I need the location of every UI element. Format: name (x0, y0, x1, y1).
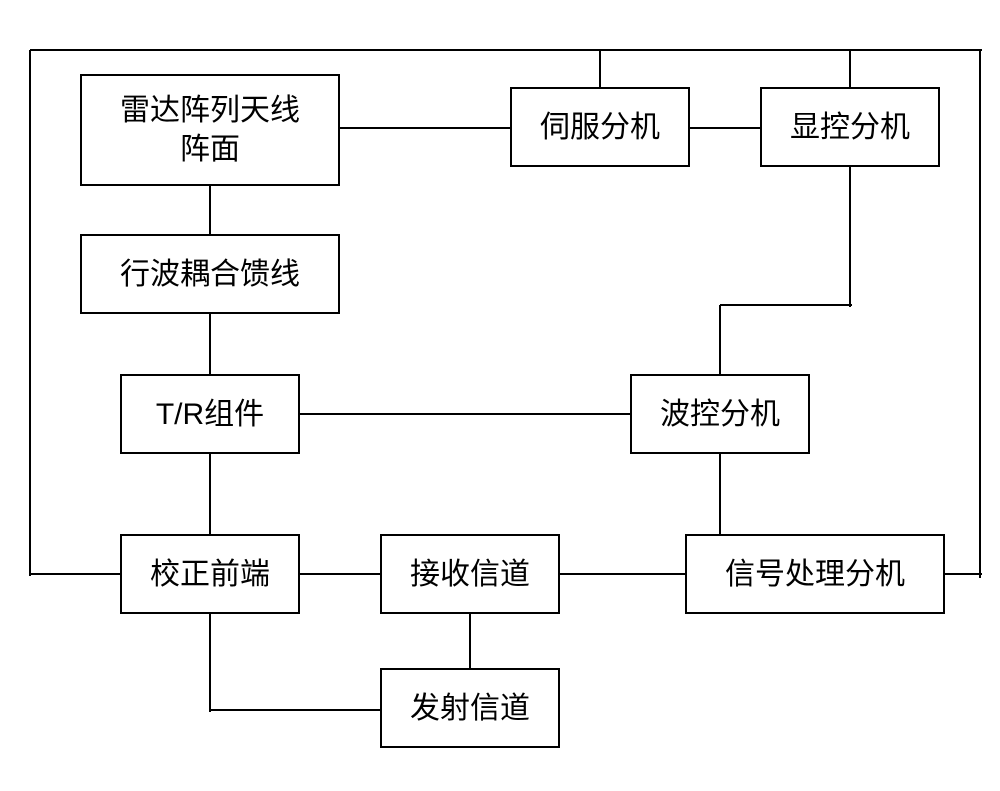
edge (690, 127, 762, 129)
edge (849, 167, 851, 307)
edge (719, 305, 721, 376)
node-rxchan: 接收信道 (380, 534, 560, 614)
edge (29, 50, 31, 576)
edge (209, 454, 211, 536)
edge (469, 614, 471, 670)
node-sigproc: 信号处理分机 (685, 534, 945, 614)
node-tr: T/R组件 (120, 374, 300, 454)
node-txchan: 发射信道 (380, 668, 560, 748)
edge (210, 709, 382, 711)
edge (560, 573, 687, 575)
node-calib: 校正前端 (120, 534, 300, 614)
node-display: 显控分机 (760, 87, 940, 167)
node-servo: 伺服分机 (510, 87, 690, 167)
edge (30, 573, 122, 575)
edge (300, 413, 632, 415)
edge (719, 454, 721, 536)
node-feedline: 行波耦合馈线 (80, 234, 340, 314)
edge (340, 127, 512, 129)
edge (979, 50, 981, 578)
edge (599, 50, 601, 89)
edge (209, 186, 211, 236)
edge (490, 49, 982, 51)
edge (945, 573, 982, 575)
edge (209, 614, 211, 712)
edge (720, 304, 852, 306)
node-antenna: 雷达阵列天线 阵面 (80, 74, 340, 186)
edge (849, 50, 851, 89)
edge (209, 314, 211, 376)
node-wavectrl: 波控分机 (630, 374, 810, 454)
edge (300, 573, 382, 575)
edge (30, 49, 492, 51)
